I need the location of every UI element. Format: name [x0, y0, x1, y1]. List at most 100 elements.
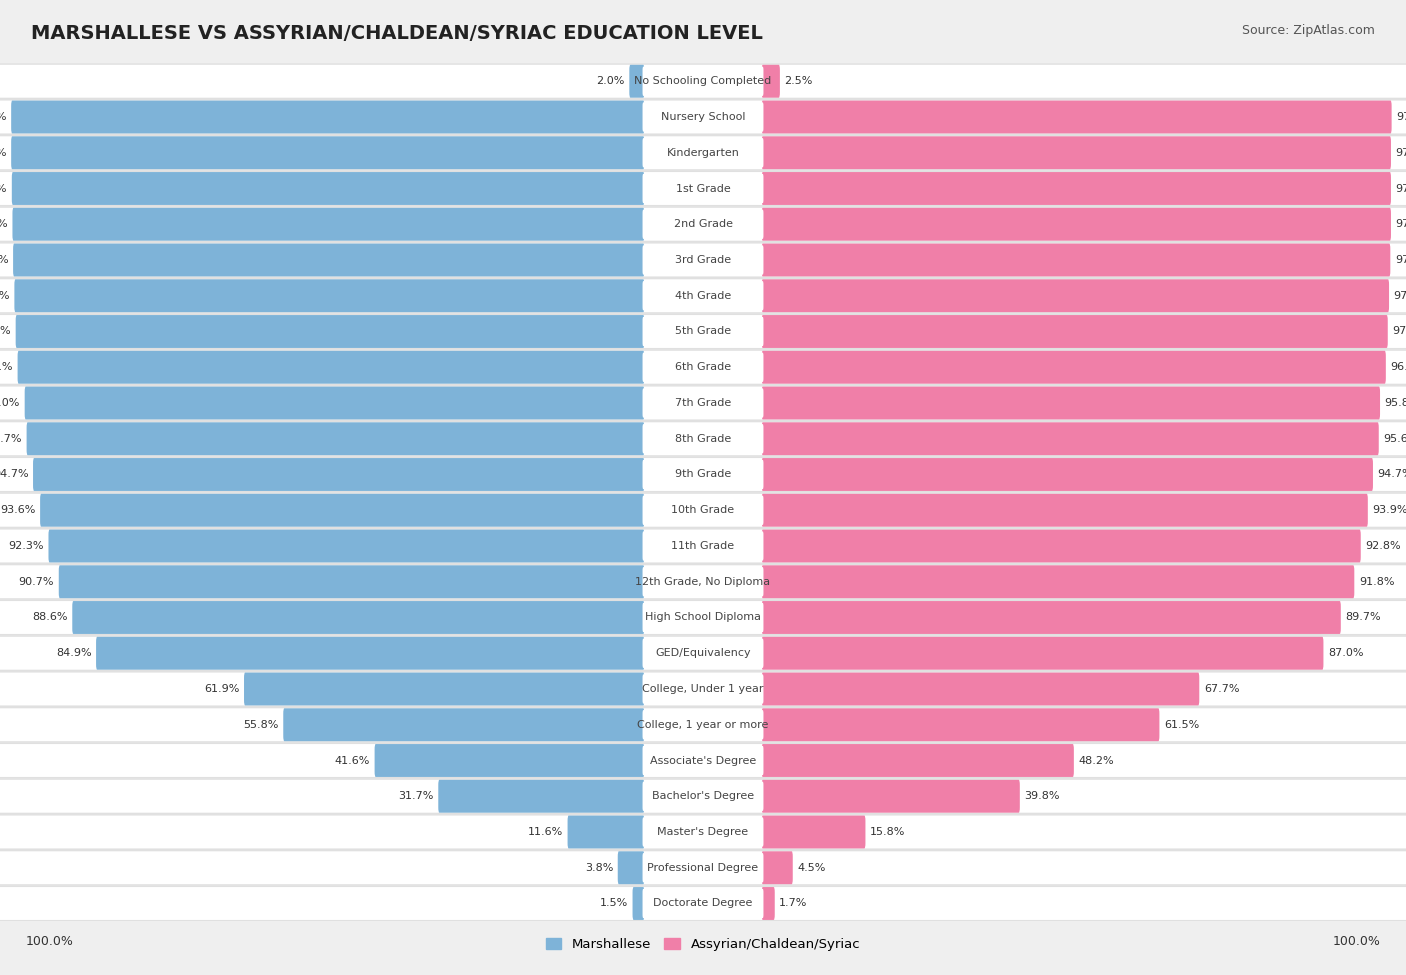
FancyBboxPatch shape [762, 100, 1392, 134]
FancyBboxPatch shape [643, 531, 763, 561]
Text: 3rd Grade: 3rd Grade [675, 255, 731, 265]
FancyBboxPatch shape [0, 64, 1406, 98]
FancyBboxPatch shape [0, 315, 1406, 348]
FancyBboxPatch shape [0, 744, 1406, 777]
FancyBboxPatch shape [643, 710, 763, 739]
FancyBboxPatch shape [643, 210, 763, 239]
FancyBboxPatch shape [643, 174, 763, 203]
Text: 95.7%: 95.7% [0, 434, 22, 444]
Text: 97.8%: 97.8% [0, 255, 8, 265]
Text: 90.7%: 90.7% [18, 577, 55, 587]
FancyBboxPatch shape [0, 778, 1406, 814]
Text: 97.1%: 97.1% [0, 363, 13, 372]
Text: 97.6%: 97.6% [0, 291, 10, 300]
Text: 2nd Grade: 2nd Grade [673, 219, 733, 229]
FancyBboxPatch shape [643, 853, 763, 882]
Text: 4th Grade: 4th Grade [675, 291, 731, 300]
FancyBboxPatch shape [0, 278, 1406, 314]
Text: Kindergarten: Kindergarten [666, 148, 740, 158]
FancyBboxPatch shape [0, 815, 1406, 848]
FancyBboxPatch shape [0, 208, 1406, 241]
Text: 67.7%: 67.7% [1204, 684, 1239, 694]
FancyBboxPatch shape [0, 887, 1406, 920]
FancyBboxPatch shape [374, 744, 644, 777]
Text: 2.0%: 2.0% [596, 76, 624, 86]
Text: 95.8%: 95.8% [1385, 398, 1406, 408]
FancyBboxPatch shape [0, 885, 1406, 921]
FancyBboxPatch shape [0, 600, 1406, 636]
FancyBboxPatch shape [762, 566, 1354, 599]
FancyBboxPatch shape [643, 495, 763, 525]
FancyBboxPatch shape [762, 529, 1361, 563]
Text: 93.9%: 93.9% [1372, 505, 1406, 515]
FancyBboxPatch shape [18, 351, 644, 384]
FancyBboxPatch shape [762, 851, 793, 884]
Text: 11th Grade: 11th Grade [672, 541, 734, 551]
FancyBboxPatch shape [0, 421, 1406, 456]
FancyBboxPatch shape [643, 889, 763, 918]
FancyBboxPatch shape [96, 637, 644, 670]
Text: College, Under 1 year: College, Under 1 year [643, 684, 763, 694]
FancyBboxPatch shape [0, 673, 1406, 706]
Text: 96.0%: 96.0% [0, 398, 20, 408]
Text: 92.8%: 92.8% [1365, 541, 1400, 551]
FancyBboxPatch shape [762, 386, 1381, 419]
FancyBboxPatch shape [643, 102, 763, 132]
FancyBboxPatch shape [0, 172, 1406, 205]
FancyBboxPatch shape [643, 567, 763, 597]
FancyBboxPatch shape [643, 746, 763, 775]
Text: 97.4%: 97.4% [0, 327, 11, 336]
FancyBboxPatch shape [762, 279, 1389, 312]
Text: 97.6%: 97.6% [1396, 112, 1406, 122]
FancyBboxPatch shape [0, 456, 1406, 492]
Text: Nursery School: Nursery School [661, 112, 745, 122]
FancyBboxPatch shape [762, 637, 1323, 670]
Text: 97.2%: 97.2% [1393, 291, 1406, 300]
FancyBboxPatch shape [0, 100, 1406, 134]
Text: Associate's Degree: Associate's Degree [650, 756, 756, 765]
Text: 4.5%: 4.5% [797, 863, 825, 873]
Legend: Marshallese, Assyrian/Chaldean/Syriac: Marshallese, Assyrian/Chaldean/Syriac [540, 932, 866, 955]
FancyBboxPatch shape [0, 636, 1406, 671]
FancyBboxPatch shape [0, 493, 1406, 526]
FancyBboxPatch shape [762, 673, 1199, 706]
Text: 8th Grade: 8th Grade [675, 434, 731, 444]
FancyBboxPatch shape [0, 743, 1406, 778]
FancyBboxPatch shape [0, 244, 1406, 277]
FancyBboxPatch shape [0, 851, 1406, 884]
Text: 1.5%: 1.5% [600, 899, 628, 909]
FancyBboxPatch shape [643, 388, 763, 417]
FancyBboxPatch shape [617, 851, 644, 884]
FancyBboxPatch shape [0, 780, 1406, 813]
Text: 12th Grade, No Diploma: 12th Grade, No Diploma [636, 577, 770, 587]
FancyBboxPatch shape [0, 314, 1406, 349]
FancyBboxPatch shape [0, 529, 1406, 563]
FancyBboxPatch shape [11, 136, 644, 170]
FancyBboxPatch shape [0, 351, 1406, 384]
FancyBboxPatch shape [0, 671, 1406, 707]
FancyBboxPatch shape [643, 138, 763, 168]
Text: 97.5%: 97.5% [1396, 183, 1406, 193]
Text: 7th Grade: 7th Grade [675, 398, 731, 408]
FancyBboxPatch shape [762, 208, 1391, 241]
FancyBboxPatch shape [0, 207, 1406, 242]
FancyBboxPatch shape [643, 782, 763, 811]
Text: 92.3%: 92.3% [8, 541, 44, 551]
Text: Master's Degree: Master's Degree [658, 827, 748, 837]
Text: 91.8%: 91.8% [1358, 577, 1395, 587]
FancyBboxPatch shape [762, 601, 1341, 634]
FancyBboxPatch shape [0, 458, 1406, 491]
Text: 61.5%: 61.5% [1164, 720, 1199, 729]
FancyBboxPatch shape [762, 815, 866, 848]
FancyBboxPatch shape [13, 244, 644, 277]
FancyBboxPatch shape [643, 675, 763, 704]
Text: 84.9%: 84.9% [56, 648, 91, 658]
Text: 5th Grade: 5th Grade [675, 327, 731, 336]
Text: GED/Equivalency: GED/Equivalency [655, 648, 751, 658]
Text: 94.7%: 94.7% [0, 470, 28, 480]
FancyBboxPatch shape [0, 135, 1406, 171]
Text: 98.1%: 98.1% [0, 148, 7, 158]
Text: 96.7%: 96.7% [1391, 363, 1406, 372]
Text: 48.2%: 48.2% [1078, 756, 1114, 765]
FancyBboxPatch shape [762, 351, 1386, 384]
